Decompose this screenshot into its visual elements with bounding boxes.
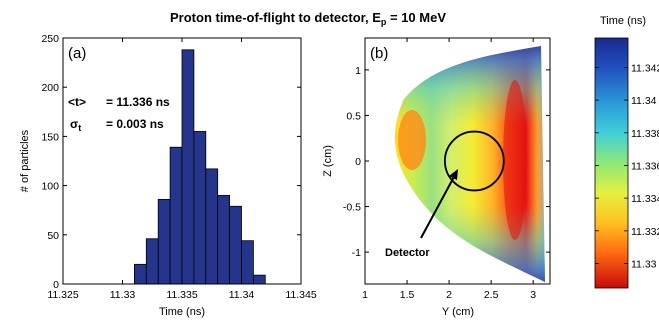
histogram-ylabel: # of particles [19, 129, 31, 192]
colorbar-tick-label: 11.336 [631, 160, 659, 172]
histogram-xlabel: Time (ns) [159, 306, 205, 318]
y-tick-label: -1 [352, 247, 361, 259]
x-tick-label: 1.5 [400, 289, 415, 301]
sigma-symbol: σt [70, 117, 81, 133]
x-tick-label: 11.325 [47, 289, 78, 301]
colorbar-tick-label: 11.334 [631, 193, 659, 205]
colorbar-tick-label: 11.338 [631, 128, 659, 140]
y-tick-label: 100 [41, 181, 59, 193]
colorbar [594, 37, 629, 289]
colorbar-tick-label: 11.34 [631, 95, 657, 107]
colorbar-ticks: 11.342 11.34 11.338 11.336 11.334 11.332 11.33 [595, 62, 659, 270]
x-tick-label: 11.33 [110, 289, 136, 301]
heatmap-panel: 1 1.5 2 2.5 3 1 0.5 0 -0.5 -1 Detector (b) Y (cm)… [322, 15, 659, 318]
x-tick-label: 2 [446, 289, 452, 301]
x-tick-label: 1 [362, 289, 368, 301]
heatmap-ylabel: Z (cm) [322, 145, 334, 177]
detector-arrow [420, 174, 456, 239]
x-tick-label: 11.34 [229, 289, 255, 301]
x-tick-label: 2.5 [484, 289, 499, 301]
histogram-panel: 11.325 11.33 11.335 11.34 11.345 0 50 100 150 200… [19, 33, 317, 318]
mean-symbol: <t> [68, 95, 86, 109]
colorbar-label: Time (ns) [600, 15, 646, 27]
histogram-bar [205, 168, 219, 285]
y-tick-label: 0.5 [346, 110, 361, 122]
time-of-flight-map [395, 46, 545, 282]
histogram-bar [193, 131, 207, 285]
colorbar-tick-label: 11.332 [631, 226, 659, 238]
y-tick-label: 50 [47, 230, 59, 242]
panel-b-label: (b) [370, 45, 388, 62]
y-tick-label: 200 [41, 82, 59, 94]
detector-arrow-head [449, 169, 458, 180]
x-tick-label: 11.345 [285, 289, 316, 301]
x-tick-label: 11.335 [166, 289, 197, 301]
heatmap-ticks: 1 1.5 2 2.5 3 1 0.5 0 -0.5 -1 [343, 38, 550, 301]
histogram-bar [252, 274, 266, 285]
y-tick-label: 150 [41, 131, 59, 143]
figure-title: Proton time-of-flight to detector, Ep = … [170, 10, 446, 27]
sigma-value: = 0.003 ns [106, 117, 164, 131]
detector-circle [443, 130, 505, 192]
histogram-ticks: 11.325 11.33 11.335 11.34 11.345 0 50 100 150 200… [41, 33, 316, 301]
histogram-bar [181, 49, 195, 285]
panel-a-label: (a) [68, 45, 86, 62]
histogram-bar [145, 238, 159, 285]
heatmap-xlabel: Y (cm) [442, 306, 474, 318]
y-tick-label: 250 [41, 33, 59, 45]
x-tick-label: 3 [530, 289, 536, 301]
histogram-bar [241, 240, 254, 285]
histogram-bar [133, 263, 147, 285]
detector-label: Detector [385, 247, 430, 259]
y-tick-label: 1 [355, 65, 361, 77]
histogram-bars [133, 49, 266, 285]
histogram-bar [157, 198, 171, 285]
y-tick-label: 0 [53, 279, 59, 291]
mean-value: = 11.336 ns [106, 95, 170, 109]
colorbar-tick-label: 11.33 [631, 258, 657, 270]
y-tick-label: -0.5 [343, 202, 361, 214]
colorbar-tick-label: 11.342 [631, 62, 659, 74]
histogram-bar [169, 146, 183, 285]
y-tick-label: 0 [355, 156, 361, 168]
histogram-bar [217, 195, 230, 285]
histogram-bar [229, 205, 242, 285]
